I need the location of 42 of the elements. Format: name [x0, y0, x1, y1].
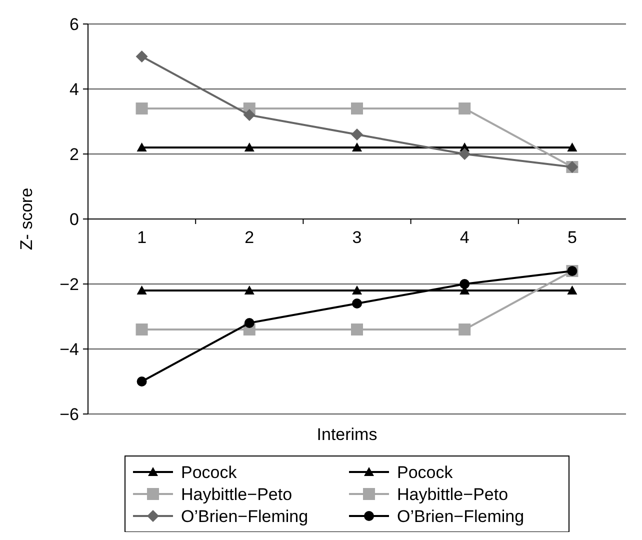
point [351, 102, 363, 114]
y-tick-label: −6 [60, 404, 79, 424]
point [244, 142, 254, 152]
x-tick-label: 4 [460, 228, 470, 247]
point [352, 298, 362, 308]
point [458, 148, 471, 160]
x-tick-label: 2 [244, 228, 254, 247]
point [352, 286, 362, 294]
y-tick-label: 2 [70, 144, 79, 164]
legend-label: Haybittle−Peto [397, 484, 508, 504]
point [136, 324, 148, 336]
point [244, 286, 254, 294]
x-tick-label: 5 [567, 228, 577, 247]
point [244, 318, 254, 328]
legend-label: Pocock [181, 462, 238, 482]
point [458, 102, 471, 114]
x-tick-label: 3 [352, 228, 362, 247]
legend-label: Pocock [397, 462, 454, 482]
x-axis-title: Interims [316, 425, 378, 444]
legend-label: O’Brien−Fleming [397, 506, 524, 526]
point [352, 142, 362, 152]
y-tick-label: 0 [70, 210, 79, 229]
y-tick-label: −2 [60, 274, 79, 294]
point [567, 142, 578, 152]
legend-label: O’Brien−Fleming [181, 506, 308, 526]
point [351, 324, 363, 336]
legend-label: Haybittle−Peto [181, 484, 292, 504]
point [460, 279, 470, 289]
point [458, 324, 471, 336]
point [243, 109, 256, 121]
point [136, 376, 147, 386]
point [567, 286, 578, 294]
y-axis-title: Z- score [17, 188, 36, 250]
point [136, 142, 147, 152]
point [136, 286, 147, 294]
point [136, 50, 148, 62]
y-tick-label: 4 [70, 80, 79, 99]
point [351, 128, 363, 140]
point [136, 102, 148, 114]
x-tick-label: 1 [137, 228, 147, 247]
y-tick-label: 6 [70, 14, 79, 34]
y-tick-label: −4 [60, 340, 79, 359]
